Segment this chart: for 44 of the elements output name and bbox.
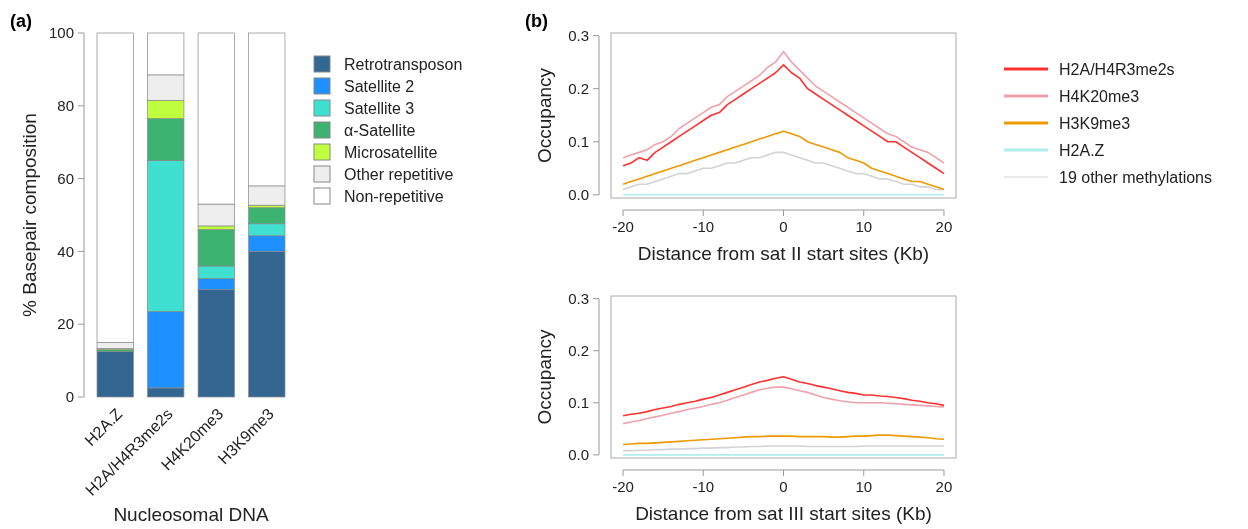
x-tick-label: 20 — [935, 218, 953, 235]
y-tick-label: 20 — [57, 315, 74, 333]
y-tick-label: 100 — [48, 24, 74, 42]
x-tick-label: 0 — [779, 218, 788, 235]
x-tick-label: -20 — [612, 218, 634, 235]
text: (a) — [10, 11, 32, 31]
x-axis-title: Distance from sat II start sites (Kb) — [637, 243, 930, 264]
y-tick-label: 0.3 — [568, 26, 589, 44]
y-tick-label: 0.1 — [568, 394, 589, 412]
y-tick-label: 0.2 — [568, 79, 589, 97]
x-tick-label: 10 — [855, 218, 873, 235]
y-axis-title: % Basepair composition — [19, 113, 40, 317]
y-tick-label: 0.2 — [568, 341, 589, 359]
legend-label: H2A/H4R3me2s — [1059, 60, 1175, 78]
x-tick-label: 0 — [779, 478, 788, 495]
y-tick-label: 40 — [57, 242, 74, 260]
legend-label: Retrotransposon — [344, 55, 463, 73]
text: (b) — [525, 11, 548, 31]
legend-label: Non-repetitive — [344, 187, 444, 205]
y-tick-label: 0 — [65, 388, 74, 406]
y-tick-label: 60 — [57, 169, 74, 187]
x-tick-label: -20 — [612, 478, 634, 495]
x-axis-title: Nucleosomal DNA — [113, 504, 269, 525]
legend-label: H3K9me3 — [1059, 114, 1131, 132]
legend-label: α-Satellite — [344, 121, 416, 139]
x-tick-label: -10 — [692, 218, 715, 235]
x-tick-label: 10 — [855, 478, 873, 495]
y-axis-title: Occupancy — [534, 328, 555, 425]
y-tick-label: 80 — [57, 97, 74, 115]
y-axis-title: Occupancy — [534, 67, 555, 164]
y-tick-label: 0.3 — [568, 289, 589, 307]
x-tick-label: -10 — [692, 478, 715, 495]
legend-label: Satellite 3 — [344, 99, 415, 117]
x-axis-title: Distance from sat III start sites (Kb) — [635, 503, 932, 524]
y-tick-label: 0.0 — [568, 446, 589, 464]
legend-label: Other repetitive — [344, 165, 454, 183]
legend-label: Microsatellite — [344, 143, 438, 161]
legend-label: 19 other methylations — [1059, 168, 1212, 186]
x-tick-label: 20 — [935, 478, 953, 495]
y-tick-label: 0.1 — [568, 133, 589, 151]
legend-label: H2A.Z — [1059, 141, 1105, 159]
legend-label: Satellite 2 — [344, 77, 415, 95]
legend-label: H4K20me3 — [1059, 87, 1140, 105]
y-tick-label: 0.0 — [568, 186, 589, 204]
